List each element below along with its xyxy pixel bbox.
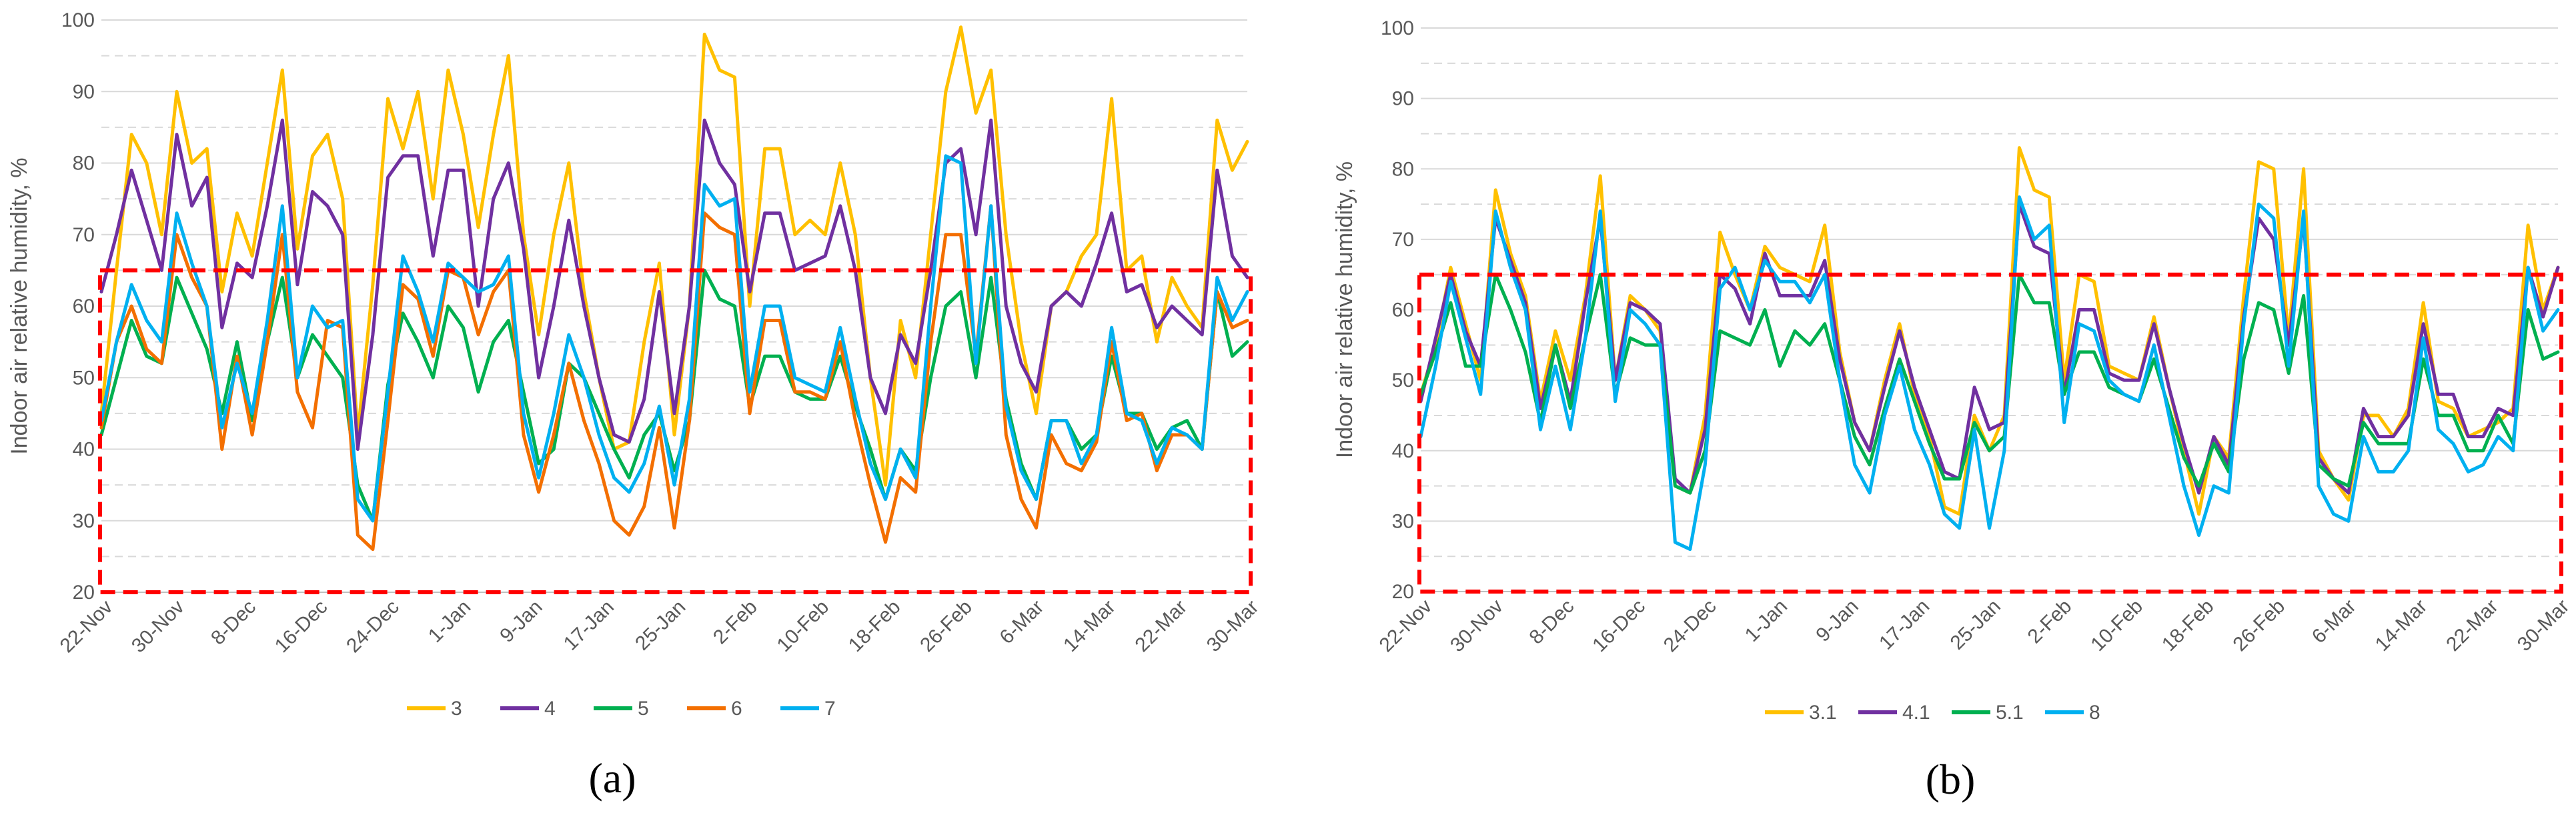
y-tick-label: 60 (1392, 299, 1414, 321)
y-tick-label: 100 (1381, 17, 1414, 39)
series-line-4 (99, 118, 1249, 451)
legend-label: 8 (2089, 702, 2100, 724)
legend-label: 5.1 (1996, 702, 2024, 724)
x-tick-label: 8-Dec (207, 596, 260, 650)
legend-item: 8 (2045, 702, 2100, 724)
y-tick-label: 30 (1392, 510, 1414, 532)
x-tick-label: 26-Feb (2229, 596, 2290, 656)
x-tick-label: 30-Nov (127, 596, 189, 658)
x-tick-label: 30-Nov (1446, 596, 1507, 657)
y-tick-label: 20 (73, 582, 95, 604)
legend-label: 4.1 (1902, 702, 1930, 724)
x-tick-label: 1-Jan (424, 596, 475, 647)
legend-item: 3.1 (1765, 702, 1837, 724)
x-tick-label: 25-Jan (631, 596, 690, 655)
x-tick-label: 22-Mar (2442, 596, 2503, 656)
x-tick-label: 10-Feb (2086, 596, 2147, 656)
y-axis-title: Indoor air relative humidity, % (1332, 161, 1357, 458)
legend-label: 6 (731, 698, 742, 720)
legend-item: 5 (594, 698, 649, 720)
legend-label: 3 (451, 698, 462, 720)
legend-label: 5 (638, 698, 649, 720)
y-tick-label: 90 (1392, 88, 1414, 110)
x-tick-label: 9-Jan (496, 596, 546, 647)
chart-panel-b: 20 30 40 50 60 70 80 90 100 Indoor air relative h… (1332, 17, 2573, 803)
y-tick-label: 50 (73, 367, 95, 389)
x-tick-label: 17-Jan (1875, 596, 1934, 654)
x-tick-label: 30-Mar (2513, 596, 2574, 656)
x-tick-label: 1-Jan (1741, 596, 1792, 646)
x-tick-label: 6-Mar (995, 596, 1048, 649)
comfort-range-box (1417, 272, 2563, 594)
legend-label: 3.1 (1809, 702, 1837, 724)
x-tick-label: 2-Feb (2024, 596, 2076, 648)
series-line-3 (99, 25, 1249, 487)
panel-label: (b) (1926, 756, 1976, 803)
y-tick-label: 70 (1392, 229, 1414, 251)
y-axis-title: Indoor air relative humidity, % (7, 157, 32, 454)
x-tick-label: 18-Feb (844, 596, 905, 657)
x-tick-label: 17-Jan (560, 596, 618, 655)
x-tick-label: 8-Dec (1525, 596, 1579, 649)
y-tick-label: 80 (1392, 158, 1414, 180)
x-tick-label: 10-Feb (773, 596, 834, 657)
series-line-7 (99, 154, 1249, 523)
legend-label: 7 (824, 698, 836, 720)
y-tick-label: 40 (1392, 440, 1414, 462)
x-tick-label: 24-Dec (1660, 596, 1721, 657)
x-tick-label: 6-Mar (2308, 596, 2361, 648)
panel-label: (a) (588, 754, 636, 802)
x-tick-label: 22-Nov (56, 596, 117, 658)
series-line-5-1 (1419, 273, 2560, 495)
x-tick-label: 16-Dec (1588, 596, 1650, 657)
legend-item: 3 (407, 698, 462, 720)
x-tick-label: 22-Nov (1375, 596, 1437, 657)
y-tick-label: 90 (73, 81, 95, 103)
series-line-3-1 (1419, 146, 2560, 516)
comfort-range-box (98, 268, 1253, 594)
x-tick-label: 26-Feb (916, 596, 977, 657)
x-tick-label: 14-Mar (2371, 596, 2432, 656)
legend-item: 4.1 (1858, 702, 1930, 724)
y-tick-label: 80 (73, 153, 95, 175)
y-tick-label: 40 (73, 439, 95, 461)
chart-panel-a: 20 30 40 50 60 70 80 90 100 Indoor air relative h… (7, 9, 1263, 802)
y-tick-label: 50 (1392, 369, 1414, 391)
legend-item: 6 (687, 698, 742, 720)
series-line-8 (1419, 195, 2560, 552)
y-tick-label: 20 (1392, 581, 1414, 603)
y-tick-label: 70 (73, 224, 95, 246)
y-tick-label: 30 (73, 510, 95, 532)
x-tick-label: 30-Mar (1203, 596, 1263, 657)
x-tick-label: 24-Dec (342, 596, 404, 658)
x-tick-label: 22-Mar (1131, 596, 1191, 657)
legend-label: 4 (544, 698, 556, 720)
legend-item: 4 (500, 698, 556, 720)
y-tick-label: 100 (61, 9, 95, 31)
y-tick-label: 60 (73, 295, 95, 317)
legend-item: 7 (780, 698, 836, 720)
x-tick-label: 16-Dec (271, 596, 332, 658)
x-tick-label: 9-Jan (1812, 596, 1862, 646)
x-tick-label: 18-Feb (2158, 596, 2218, 656)
x-tick-label: 25-Jan (1946, 596, 2005, 654)
legend-item: 5.1 (1952, 702, 2024, 724)
x-tick-label: 2-Feb (709, 596, 762, 649)
x-tick-label: 14-Mar (1059, 596, 1120, 657)
